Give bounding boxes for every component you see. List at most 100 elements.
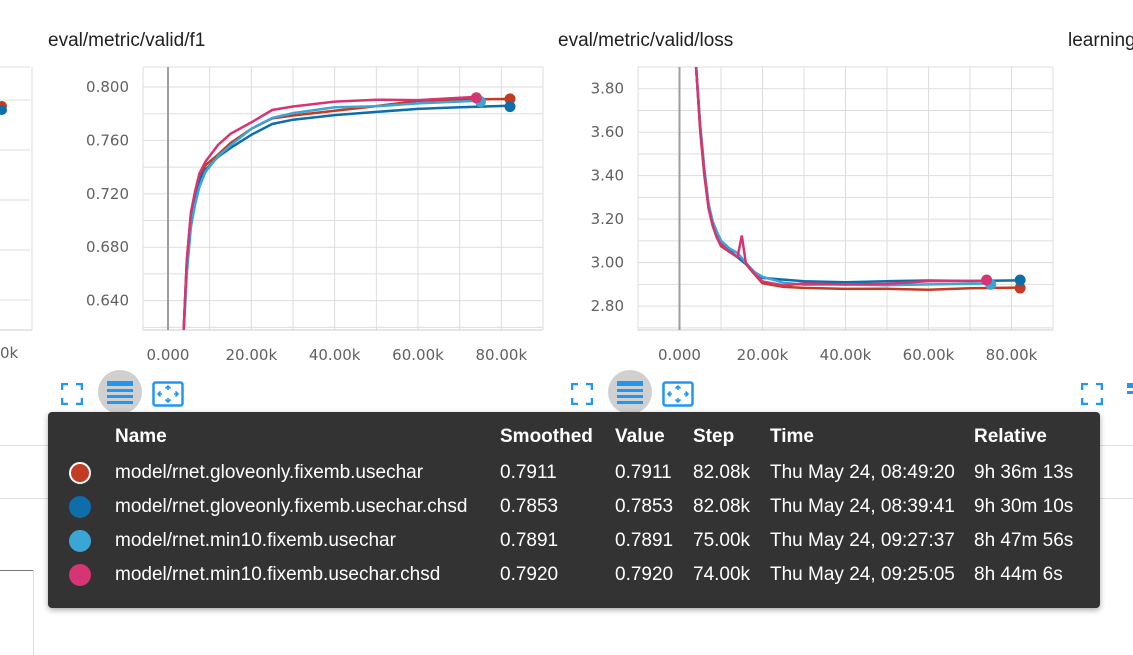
x-tick-label: 0.000 [658, 346, 701, 364]
row-relative: 8h 47m 56s [974, 530, 1074, 551]
tooltip-table: Name Smoothed Value Step Time Relative m… [64, 426, 1084, 592]
row-smoothed: 0.7891 [500, 530, 559, 551]
y-tick-label: 3.00 [591, 254, 624, 272]
fit-domain-icon [662, 381, 694, 407]
chart-loss-plot[interactable]: 0.000 20.00k 40.00k 60.00k 80.00k 3.80 3.60 3.4… [550, 0, 1060, 380]
header-name: Name [115, 426, 167, 447]
series-line [182, 97, 511, 330]
y-tick-label: 3.80 [591, 80, 624, 98]
fit-domain-icon [152, 381, 184, 407]
list-icon [617, 381, 643, 404]
fit-domain-button-loss[interactable] [656, 372, 700, 416]
table-row: model/rnet.gloveonly.fixemb.usechar 0.79… [64, 456, 1084, 490]
y-tick-label: 3.20 [591, 210, 624, 228]
series-swatch [69, 461, 91, 484]
row-name: model/rnet.min10.fixemb.usechar.chsd [115, 564, 441, 585]
x-tick-label: 80.00k [986, 346, 1038, 364]
series-line [694, 67, 987, 287]
table-row: model/rnet.gloveonly.fixemb.usechar.chsd… [64, 490, 1084, 524]
header-value: Value [615, 426, 665, 447]
header-step: Step [693, 426, 735, 447]
chart-card-f1: eval/metric/valid/f1 0.000 20.00k 40.00k 60… [40, 0, 550, 445]
row-step: 74.00k [693, 564, 751, 585]
chart-f1-plot[interactable]: 0.000 20.00k 40.00k 60.00k 80.00k 0.800 0.760 0… [40, 0, 550, 380]
y-tick-label: 0.680 [86, 238, 129, 256]
y-tick-label: 0.760 [86, 131, 129, 149]
partial-chart-right-title: learning [1068, 30, 1133, 51]
fullscreen-icon [1081, 383, 1103, 405]
list-icon [1127, 383, 1133, 394]
series-line [182, 99, 481, 330]
expand-button-f1[interactable] [50, 372, 94, 416]
series-line [182, 95, 477, 330]
lower-card-top-edge [0, 570, 34, 571]
table-row: model/rnet.min10.fixemb.usechar.chsd 0.7… [64, 558, 1084, 592]
fit-domain-button-f1[interactable] [146, 372, 190, 416]
y-tick-label: 3.60 [591, 123, 624, 141]
row-time: Thu May 24, 09:25:05 [770, 564, 955, 585]
series-swatch [69, 563, 91, 586]
chart-title-loss: eval/metric/valid/loss [558, 30, 734, 51]
partial-left-tick: 0k [0, 344, 19, 362]
row-name: model/rnet.gloveonly.fixemb.usechar.chsd [115, 496, 468, 517]
series-swatch [69, 495, 91, 518]
y-tick-label: 0.640 [86, 292, 129, 310]
row-relative: 8h 44m 6s [974, 564, 1063, 585]
series-endpoint [1014, 282, 1026, 294]
row-step: 82.08k [693, 462, 751, 483]
x-tick-label: 80.00k [476, 346, 528, 364]
x-tick-label: 20.00k [737, 346, 789, 364]
chart-title-f1: eval/metric/valid/f1 [48, 30, 206, 51]
row-time: Thu May 24, 09:27:37 [770, 530, 955, 551]
y-tick-label: 0.720 [86, 185, 129, 203]
tooltip-header-row: Name Smoothed Value Step Time Relative [64, 426, 1084, 456]
x-tick-label: 40.00k [820, 346, 872, 364]
row-step: 82.08k [693, 496, 751, 517]
series-endpoint [1014, 274, 1026, 286]
series-endpoint [504, 101, 516, 113]
series-swatch [69, 529, 91, 552]
expand-button-right[interactable] [1070, 372, 1114, 416]
fullscreen-icon [571, 383, 593, 405]
row-smoothed: 0.7853 [500, 496, 559, 517]
series-endpoint [981, 274, 993, 286]
chart-card-loss: eval/metric/valid/loss 0.000 20.00k 40.00k… [550, 0, 1060, 445]
row-relative: 9h 36m 13s [974, 462, 1074, 483]
x-tick-label: 60.00k [903, 346, 955, 364]
partial-series-end-blue [0, 105, 7, 115]
list-icon [107, 381, 133, 404]
partial-chart-left: 0k [0, 0, 34, 445]
data-button-f1[interactable] [98, 370, 142, 414]
row-time: Thu May 24, 08:39:41 [770, 496, 955, 517]
data-button-right[interactable] [1118, 372, 1133, 416]
header-time: Time [770, 426, 815, 447]
x-tick-label: 40.00k [309, 346, 361, 364]
lower-card-right-edge [33, 570, 34, 655]
x-tick-label: 60.00k [392, 346, 444, 364]
row-name: model/rnet.gloveonly.fixemb.usechar [115, 462, 424, 483]
series-endpoint [470, 92, 482, 104]
table-row: model/rnet.min10.fixemb.usechar 0.7891 0… [64, 524, 1084, 558]
row-smoothed: 0.7920 [500, 564, 559, 585]
partial-chart-right: learning [1060, 0, 1133, 445]
row-relative: 9h 30m 10s [974, 496, 1074, 517]
x-tick-label: 0.000 [147, 346, 190, 364]
partial-chart-left-svg [0, 66, 33, 331]
header-smoothed: Smoothed [500, 426, 593, 447]
row-step: 75.00k [693, 530, 751, 551]
data-tooltip: Name Smoothed Value Step Time Relative m… [48, 412, 1100, 608]
fullscreen-icon [61, 383, 83, 405]
header-relative: Relative [974, 426, 1047, 447]
row-value: 0.7853 [615, 496, 674, 517]
series-endpoint [504, 93, 516, 105]
y-tick-label: 3.40 [591, 167, 624, 185]
y-tick-label: 0.800 [86, 78, 129, 96]
y-tick-label: 2.80 [591, 297, 624, 315]
row-value: 0.7891 [615, 530, 674, 551]
row-time: Thu May 24, 08:49:20 [770, 462, 955, 483]
expand-button-loss[interactable] [560, 372, 604, 416]
row-name: model/rnet.min10.fixemb.usechar [115, 530, 396, 551]
row-smoothed: 0.7911 [500, 462, 557, 483]
data-button-loss[interactable] [608, 370, 652, 414]
row-value: 0.7911 [615, 462, 672, 483]
